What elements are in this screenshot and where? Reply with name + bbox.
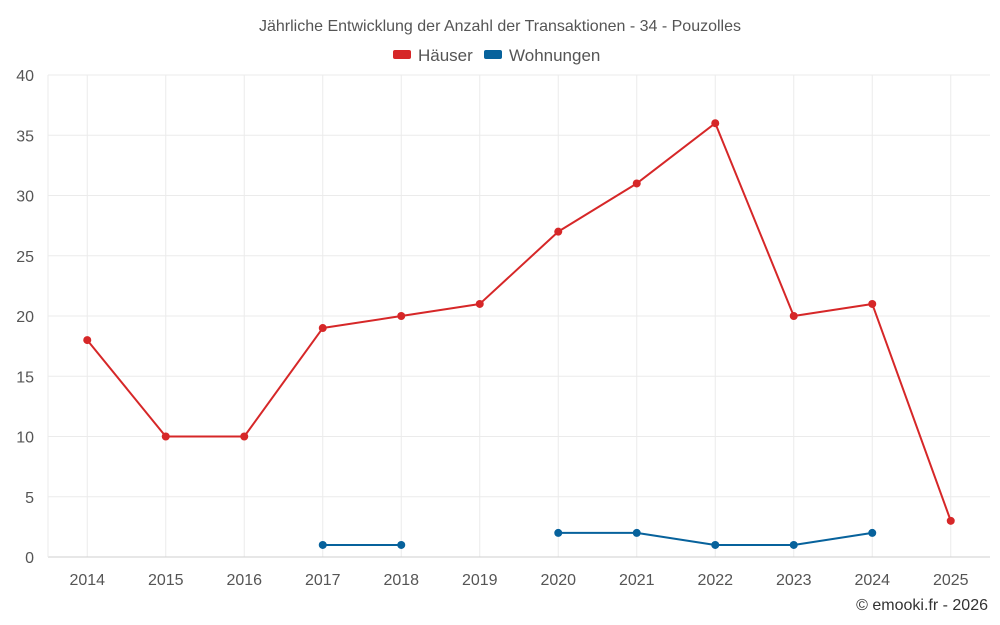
point-haeuser-2024[interactable]	[868, 299, 877, 308]
x-tick-label-2017: 2017	[305, 572, 341, 589]
legend-item-wohnungen[interactable]: Wohnungen	[484, 46, 600, 65]
y-tick-label-5: 5	[25, 490, 34, 507]
x-tick-label-2021: 2021	[619, 572, 655, 589]
y-tick-label-15: 15	[16, 369, 34, 386]
point-haeuser-2017[interactable]	[318, 324, 327, 333]
point-wohnungen-2018[interactable]	[397, 540, 406, 549]
point-haeuser-2015[interactable]	[161, 432, 170, 441]
x-tick-label-2014: 2014	[69, 572, 105, 589]
point-haeuser-2020[interactable]	[554, 227, 563, 236]
point-wohnungen-2023[interactable]	[789, 540, 798, 549]
point-haeuser-2022[interactable]	[711, 119, 720, 128]
legend-swatch-haeuser	[393, 50, 411, 59]
y-tick-label-20: 20	[16, 309, 34, 326]
y-tick-label-30: 30	[16, 189, 34, 206]
point-wohnungen-2020[interactable]	[554, 528, 563, 537]
x-tick-label-2018: 2018	[383, 572, 419, 589]
legend-swatch-wohnungen	[484, 50, 502, 59]
point-wohnungen-2021[interactable]	[632, 528, 641, 537]
point-wohnungen-2022[interactable]	[711, 540, 720, 549]
series-haeuser	[83, 119, 955, 525]
point-wohnungen-2024[interactable]	[868, 528, 877, 537]
x-tick-label-2025: 2025	[933, 572, 969, 589]
point-haeuser-2021[interactable]	[632, 179, 641, 188]
point-haeuser-2014[interactable]	[83, 336, 92, 345]
point-haeuser-2023[interactable]	[789, 312, 798, 320]
x-tick-label-2019: 2019	[462, 572, 498, 589]
x-axis-ticks: 2014 2015 2016 2017 2018 2019 2020 2021 2022 2023…	[69, 572, 968, 589]
y-tick-label-35: 35	[16, 128, 34, 145]
point-haeuser-2019[interactable]	[475, 299, 484, 308]
y-axis-ticks: 0 5 10 15 20 25 30 35 40	[16, 68, 34, 567]
point-wohnungen-2017[interactable]	[318, 540, 327, 549]
series-wohnungen	[318, 528, 877, 549]
legend-label-haeuser: Häuser	[418, 46, 473, 65]
series-layer	[83, 119, 955, 549]
series-line-haeuser	[86, 122, 952, 522]
point-haeuser-2025[interactable]	[946, 516, 955, 525]
credit-text: © emooki.fr - 2026	[856, 597, 988, 614]
y-tick-label-0: 0	[25, 550, 34, 567]
point-haeuser-2016[interactable]	[240, 432, 249, 441]
x-tick-label-2015: 2015	[148, 572, 184, 589]
y-tick-label-10: 10	[16, 430, 34, 447]
grid	[47, 74, 990, 558]
y-tick-label-25: 25	[16, 249, 34, 266]
x-tick-label-2023: 2023	[776, 572, 812, 589]
legend-label-wohnungen: Wohnungen	[509, 46, 600, 65]
y-tick-label-40: 40	[16, 68, 34, 85]
point-haeuser-2018[interactable]	[397, 312, 406, 320]
x-tick-label-2024: 2024	[854, 572, 890, 589]
x-tick-label-2020: 2020	[540, 572, 576, 589]
legend-item-haeuser[interactable]: Häuser	[393, 46, 473, 65]
legend: Häuser Wohnungen	[393, 46, 600, 65]
x-tick-label-2016: 2016	[226, 572, 262, 589]
x-tick-label-2022: 2022	[697, 572, 733, 589]
chart-title: Jährliche Entwicklung der Anzahl der Tra…	[259, 18, 741, 35]
